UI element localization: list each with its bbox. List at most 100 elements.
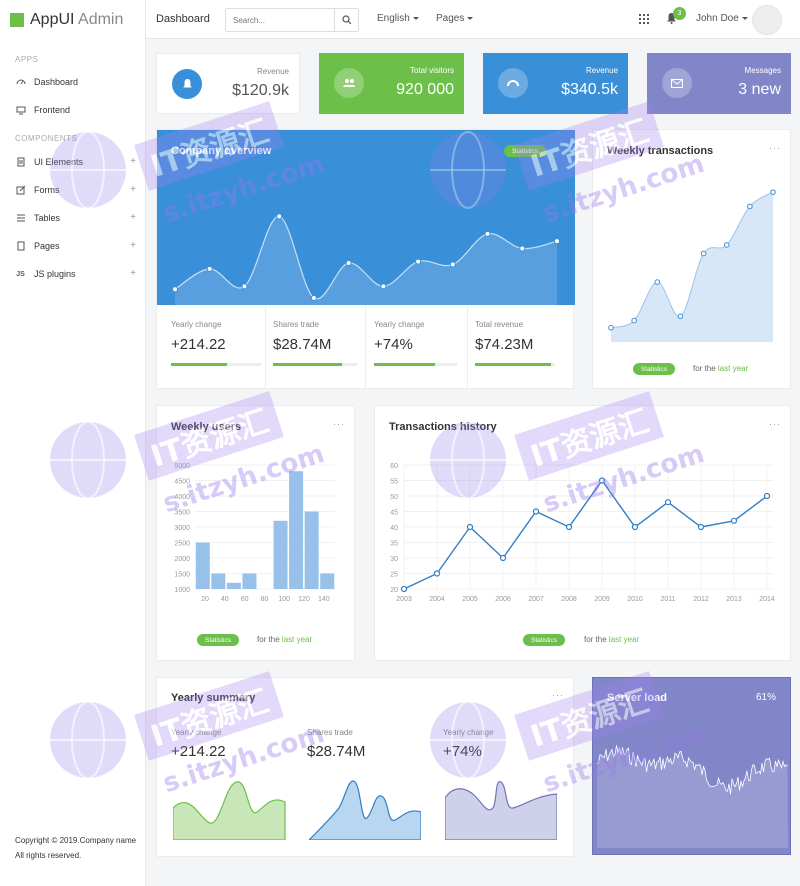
- summary-item: Shares trade $28.74M: [307, 728, 365, 760]
- wu-x-tick: 100: [278, 596, 290, 603]
- sparkline-blue-area: [309, 780, 421, 840]
- wu-bar: [320, 573, 335, 589]
- th-point: [598, 477, 606, 484]
- more-options-icon[interactable]: ···: [333, 419, 345, 429]
- wu-bar: [273, 520, 288, 589]
- sidebar-item-js-plugins[interactable]: JS JS plugins +: [0, 263, 146, 285]
- search-input[interactable]: [226, 9, 334, 31]
- statistics-pill[interactable]: Statistics: [633, 363, 676, 375]
- search-box: [225, 8, 359, 32]
- kpi-progress-fill: [374, 363, 436, 366]
- th-x-tick: 2005: [462, 596, 478, 603]
- wt-point: [700, 250, 707, 257]
- company-overview-title: Company overview: [171, 145, 272, 157]
- kpi-progress: [475, 363, 555, 366]
- sidebar-item-forms[interactable]: Forms +: [0, 179, 146, 201]
- wt-point: [770, 189, 776, 195]
- wt-line: [610, 191, 774, 329]
- wt-point: [723, 242, 730, 248]
- company-point: [172, 286, 178, 293]
- forms-icon: [15, 185, 26, 196]
- js-icon: JS: [16, 270, 25, 278]
- server-load-card: Server load 61%: [592, 677, 791, 855]
- sidebar-item-label: Dashboard: [34, 77, 79, 87]
- wu-x-tick: 40: [221, 596, 229, 603]
- th-y-tick: 50: [390, 494, 398, 501]
- server-load-line: [596, 745, 788, 795]
- kpi-label: Yearly change: [171, 320, 222, 329]
- kpi-label: Yearly change: [374, 320, 425, 329]
- kpi-progress: [273, 363, 357, 366]
- summary-value: +74%: [443, 743, 482, 760]
- company-overview-chart: [172, 213, 560, 305]
- summary-value: $28.74M: [307, 743, 366, 760]
- th-x-tick: 2008: [561, 596, 577, 603]
- expand-plus-icon[interactable]: +: [130, 240, 136, 251]
- more-options-icon[interactable]: ···: [552, 690, 564, 700]
- summary-label: Shares trade: [307, 728, 353, 737]
- company-point: [345, 260, 352, 267]
- pages-label: Pages: [436, 13, 465, 24]
- th-point: [763, 492, 771, 500]
- wt-point: [608, 324, 614, 331]
- pages-dropdown[interactable]: Pages: [436, 13, 474, 24]
- company-area: [175, 216, 557, 305]
- pill-label: Statistics: [512, 147, 539, 155]
- statistics-pill[interactable]: Statistics: [504, 145, 547, 157]
- expand-plus-icon[interactable]: +: [130, 184, 136, 195]
- pages-icon: [15, 241, 26, 252]
- wu-x-tick: 20: [201, 596, 209, 603]
- stat-card-revenue: Revenue $120.9k: [156, 53, 300, 114]
- more-options-icon[interactable]: ···: [769, 419, 781, 429]
- avatar[interactable]: [752, 5, 782, 35]
- search-icon[interactable]: [334, 9, 358, 31]
- wu-y-tick: 2000: [174, 556, 190, 563]
- th-point: [664, 499, 672, 506]
- sidebar-item-frontend[interactable]: Frontend: [0, 99, 146, 121]
- company-point: [415, 258, 422, 265]
- footer-link[interactable]: last year: [608, 635, 640, 644]
- sidebar-item-pages[interactable]: Pages +: [0, 235, 146, 257]
- more-options-icon[interactable]: ···: [769, 143, 781, 153]
- wu-y-tick: 1000: [174, 587, 190, 594]
- th-x-tick: 2009: [594, 596, 610, 603]
- th-x-tick: 2010: [627, 596, 643, 603]
- dashboard-gauge-icon: [498, 68, 528, 98]
- th-y-tick: 25: [390, 572, 398, 579]
- statistics-pill[interactable]: Statistics: [197, 634, 240, 646]
- kpi-progress: [374, 363, 457, 366]
- page-title: Dashboard: [156, 13, 210, 25]
- server-load-title: Server load: [607, 692, 667, 704]
- kpi-total-revenue: Total revenue $74.23M: [475, 320, 555, 366]
- sidebar-item-label: Pages: [34, 241, 60, 251]
- weekly-users-chart: 1000 1500 2000 2500 3000 3500 4000 4500 5000 20 40…: [174, 463, 335, 603]
- footer-link[interactable]: last year: [281, 635, 313, 644]
- company-point: [276, 213, 283, 220]
- expand-plus-icon[interactable]: +: [130, 268, 136, 279]
- brand-logo[interactable]: AppUI Admin: [10, 10, 123, 30]
- company-point: [484, 230, 491, 237]
- wu-y-tick: 3000: [174, 525, 190, 532]
- apps-grid-icon[interactable]: [639, 13, 649, 27]
- th-x-tick: 2011: [660, 596, 675, 603]
- language-dropdown[interactable]: English: [377, 13, 419, 24]
- transactions-history-chart: 20 25 30 35 40 45 50 55 60 2003 2004 2005 2006 2007 20…: [390, 463, 775, 603]
- wu-y-tick: 2500: [174, 541, 190, 548]
- sparkline-purple: [445, 781, 557, 840]
- rights-text: All rights reserved.: [15, 851, 82, 860]
- sidebar-item-dashboard[interactable]: Dashboard: [0, 71, 146, 93]
- user-dropdown[interactable]: John Doe: [696, 13, 748, 24]
- pill-label: Statistics: [641, 365, 668, 373]
- wu-bar: [226, 582, 241, 589]
- expand-plus-icon[interactable]: +: [130, 212, 136, 223]
- statistics-pill[interactable]: Statistics: [523, 634, 566, 646]
- sidebar-item-label: JS plugins: [34, 269, 76, 279]
- sidebar-item-tables[interactable]: Tables +: [0, 207, 146, 229]
- sidebar-item-ui-elements[interactable]: UI Elements +: [0, 151, 146, 173]
- expand-plus-icon[interactable]: +: [130, 156, 136, 167]
- copyright-text: Copyright © 2019.Company name: [15, 836, 137, 845]
- wu-x-tick: 80: [261, 596, 269, 603]
- server-load-value: 61%: [755, 692, 776, 703]
- kpi-yearly-change-pct: Yearly change +74%: [374, 320, 457, 366]
- footer-link[interactable]: last year: [717, 364, 749, 373]
